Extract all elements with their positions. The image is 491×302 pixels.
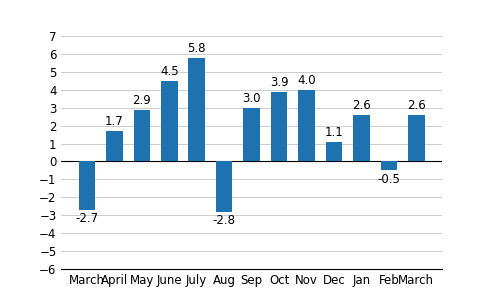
Text: 5.8: 5.8: [188, 42, 206, 55]
Text: 4.5: 4.5: [160, 65, 179, 78]
Bar: [271, 92, 287, 162]
Text: 3.0: 3.0: [243, 92, 261, 105]
Text: 2.6: 2.6: [352, 99, 371, 112]
Bar: [381, 162, 397, 170]
Bar: [106, 131, 123, 162]
Bar: [161, 81, 178, 162]
Text: 4.0: 4.0: [297, 74, 316, 87]
Bar: [216, 162, 232, 211]
Bar: [408, 115, 425, 162]
Bar: [189, 58, 205, 162]
Text: -2.7: -2.7: [75, 212, 99, 225]
Text: 2.6: 2.6: [407, 99, 426, 112]
Bar: [326, 142, 342, 162]
Text: 2.9: 2.9: [133, 94, 151, 107]
Bar: [244, 108, 260, 162]
Bar: [353, 115, 370, 162]
Bar: [79, 162, 95, 210]
Text: 1.1: 1.1: [325, 126, 343, 139]
Bar: [299, 90, 315, 162]
Text: -0.5: -0.5: [378, 173, 400, 186]
Bar: [134, 110, 150, 162]
Text: -2.8: -2.8: [213, 214, 236, 227]
Text: 3.9: 3.9: [270, 76, 288, 89]
Text: 1.7: 1.7: [105, 115, 124, 128]
